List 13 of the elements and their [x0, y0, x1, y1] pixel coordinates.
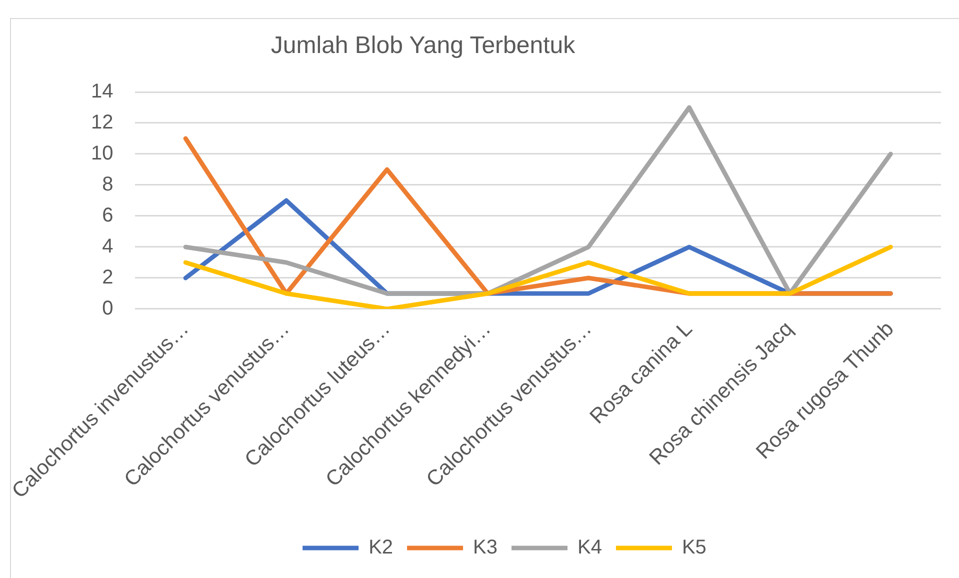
y-tick-label: 12 [90, 112, 114, 134]
y-tick-label: 14 [90, 80, 114, 103]
y-tick-label: 4 [102, 236, 114, 258]
legend-label: K5 [682, 536, 706, 559]
chart-title: Jumlah Blob Yang Terbentuk [270, 32, 576, 60]
y-tick-label: 2 [102, 266, 114, 288]
y-tick-label: 10 [90, 142, 114, 165]
legend-label: K4 [578, 536, 602, 559]
y-tick-label: 0 [102, 297, 114, 320]
y-tick-label: 6 [102, 204, 114, 227]
legend-label: K3 [473, 536, 498, 559]
y-tick-label: 8 [102, 174, 114, 196]
legend-label: K2 [368, 536, 394, 559]
